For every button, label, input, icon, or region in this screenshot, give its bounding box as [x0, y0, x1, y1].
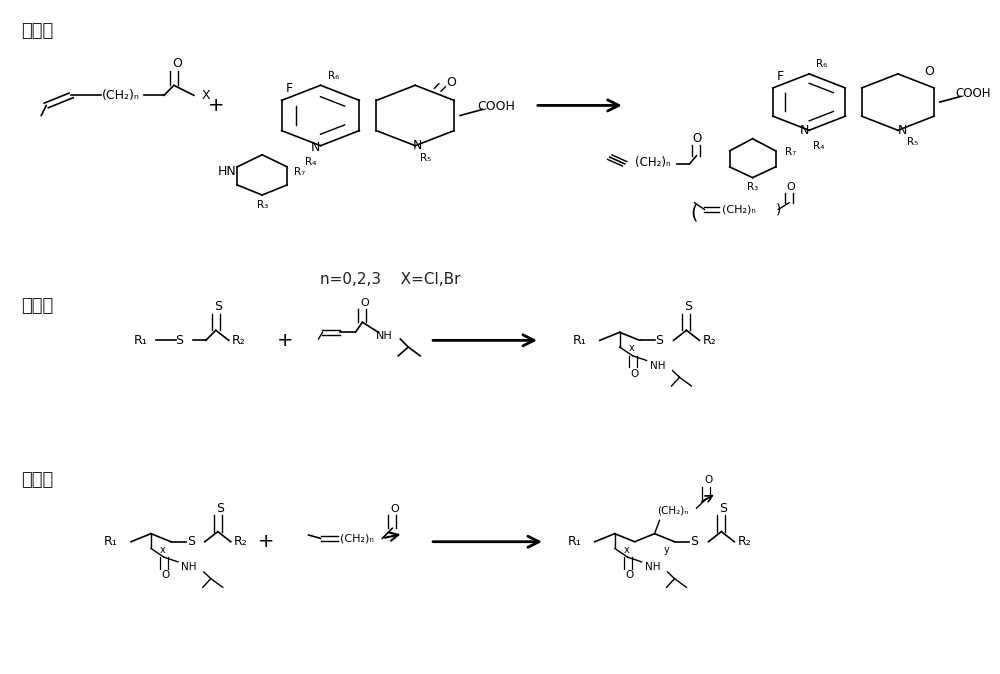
Text: R₁: R₁: [568, 535, 582, 548]
Text: COOH: COOH: [477, 100, 515, 113]
Text: ): ): [776, 202, 781, 216]
Text: N: N: [898, 124, 908, 137]
Text: F: F: [286, 82, 293, 95]
Text: NH: NH: [181, 562, 197, 572]
Text: S: S: [684, 301, 692, 313]
Text: R₇: R₇: [294, 166, 306, 177]
Text: R₅: R₅: [420, 153, 431, 163]
Text: O: O: [626, 570, 634, 580]
Text: x: x: [629, 344, 635, 353]
Text: NH: NH: [645, 562, 660, 572]
Text: COOH: COOH: [956, 87, 991, 100]
Text: S: S: [175, 334, 183, 347]
Text: R₆: R₆: [328, 71, 340, 82]
Text: F: F: [776, 70, 783, 83]
Text: O: O: [172, 57, 182, 70]
Text: O: O: [704, 475, 713, 485]
Text: n=0,2,3    X=Cl,Br: n=0,2,3 X=Cl,Br: [320, 272, 461, 287]
Text: O: O: [446, 75, 456, 89]
Text: (CH₂)ₙ: (CH₂)ₙ: [340, 533, 374, 543]
Text: R₁: R₁: [104, 535, 118, 548]
Text: (CH₂)ₙ: (CH₂)ₙ: [635, 156, 670, 169]
Text: S: S: [719, 501, 727, 515]
Text: N: N: [311, 141, 320, 154]
Text: O: O: [390, 504, 399, 514]
Text: +: +: [277, 331, 294, 350]
Text: R₂: R₂: [703, 334, 716, 347]
Text: R₁: R₁: [573, 334, 587, 347]
Text: R₂: R₂: [232, 334, 246, 347]
Text: R₃: R₃: [257, 200, 268, 210]
Text: NH: NH: [376, 331, 393, 340]
Text: S: S: [214, 301, 222, 313]
Text: +: +: [257, 532, 274, 551]
Text: O: O: [693, 133, 702, 146]
Text: R₁: R₁: [134, 334, 148, 347]
Text: O: O: [787, 183, 796, 192]
Text: x: x: [624, 545, 630, 555]
Text: O: O: [162, 570, 170, 580]
Text: O: O: [360, 298, 369, 308]
Text: O: O: [631, 369, 639, 379]
Text: x: x: [160, 545, 166, 555]
Text: (CH₂)ₙ: (CH₂)ₙ: [102, 89, 140, 102]
Text: O: O: [924, 65, 934, 78]
Text: N: N: [413, 140, 422, 152]
Text: R₃: R₃: [747, 182, 758, 192]
Text: S: S: [187, 535, 195, 548]
Text: R₅: R₅: [907, 137, 918, 146]
Text: R₂: R₂: [737, 535, 751, 548]
Text: 步骤三: 步骤三: [21, 471, 54, 489]
Text: X: X: [202, 89, 210, 102]
Text: (CH₂)ₙ: (CH₂)ₙ: [722, 204, 756, 214]
Text: R₄: R₄: [813, 141, 825, 151]
Text: (: (: [691, 204, 698, 222]
Text: R₄: R₄: [305, 157, 316, 167]
Text: R₂: R₂: [234, 535, 248, 548]
Text: HN: HN: [218, 165, 237, 178]
Text: S: S: [216, 501, 224, 515]
Text: +: +: [208, 96, 224, 115]
Text: R₆: R₆: [816, 59, 827, 69]
Text: S: S: [656, 334, 664, 347]
Text: N: N: [799, 124, 809, 137]
Text: NH: NH: [650, 361, 665, 371]
Text: 步骤二: 步骤二: [21, 297, 54, 315]
Text: 步骤一: 步骤一: [21, 22, 54, 40]
Text: y: y: [664, 545, 669, 555]
Text: (CH₂)ₙ: (CH₂)ₙ: [657, 506, 688, 515]
Text: S: S: [690, 535, 698, 548]
Text: R₇: R₇: [785, 147, 796, 157]
